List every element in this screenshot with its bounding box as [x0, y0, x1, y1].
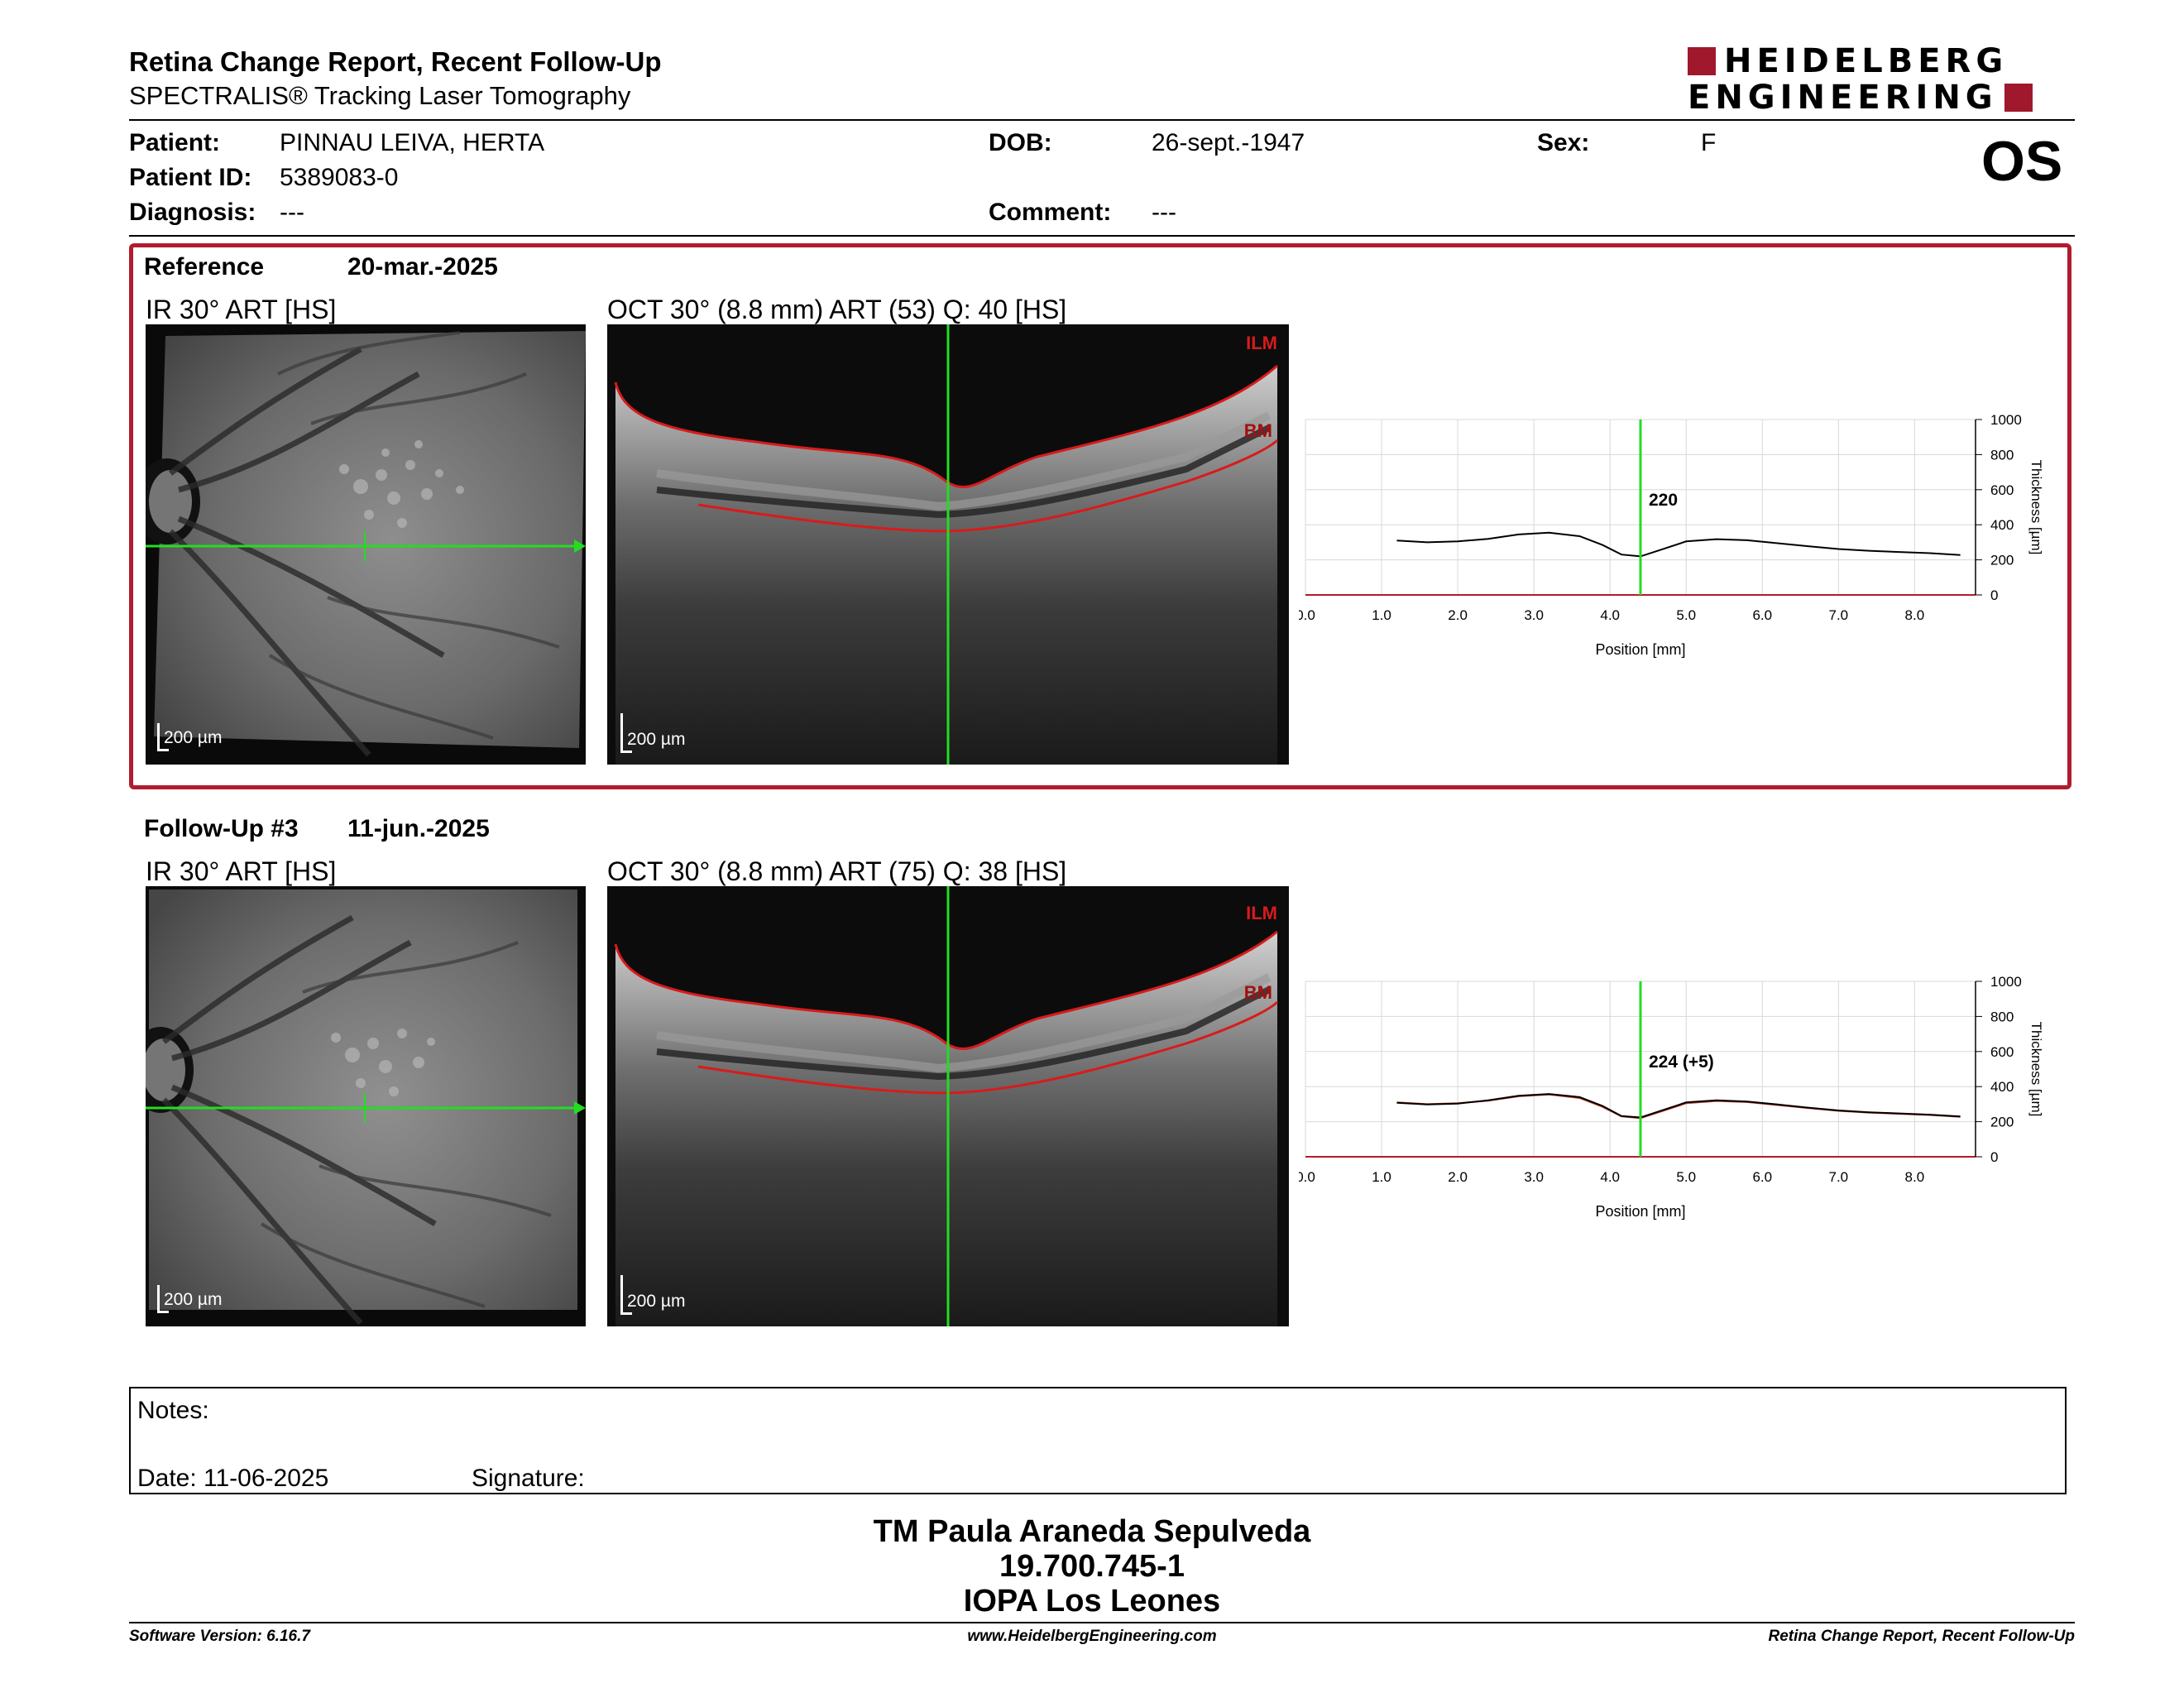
- followup-date: 11-jun.-2025: [347, 815, 490, 842]
- heidelberg-logo: HEIDELBERG ENGINEERING: [1688, 43, 2076, 116]
- followup-bscan-graphic: [614, 886, 1279, 1326]
- footer-divider: [129, 1622, 2075, 1623]
- reference-ilm-tag: ILM: [1246, 333, 1277, 353]
- diagnosis-value: ---: [280, 199, 304, 226]
- report-title: Retina Change Report, Recent Follow-Up: [129, 46, 662, 77]
- logo-text-line2: ENGINEERING: [1688, 79, 1998, 117]
- y-tick-label: 200: [1990, 1115, 2014, 1130]
- x-tick-label: 1.0: [1372, 607, 1391, 623]
- y-tick-label: 0: [1990, 1149, 1998, 1165]
- reference-thickness-chart: 0 200 400 600 800 1000 0.0 1.0 2.0 3.0 4.0 5.0 6.0 7.…: [1299, 412, 2044, 658]
- x-tick-label: 8.0: [1905, 1169, 1925, 1185]
- software-version: Software Version: 6.16.7: [129, 1628, 310, 1645]
- reference-bscan-graphic: [614, 324, 1279, 765]
- x-tick-label: 0.0: [1299, 607, 1315, 623]
- notes-date: Date: 11-06-2025: [137, 1465, 329, 1492]
- diagnosis-label: Diagnosis:: [129, 199, 256, 226]
- y-tick-label: 400: [1990, 1079, 2014, 1095]
- y-tick-label: 200: [1990, 553, 2014, 568]
- y-tick-label: 1000: [1990, 412, 2022, 428]
- reference-oct-image[interactable]: ILM BM 200 µm: [607, 324, 1289, 765]
- notes-signature: Signature:: [472, 1465, 585, 1492]
- x-tick-label: 5.0: [1676, 607, 1696, 623]
- followup-oct-image[interactable]: ILM BM 200 µm: [607, 886, 1289, 1326]
- sex-label: Sex:: [1537, 129, 1590, 156]
- reference-ir-label: IR 30° ART [HS]: [146, 295, 337, 324]
- y-tick-label: 600: [1990, 482, 2014, 498]
- logo-square2-icon: [2004, 84, 2033, 112]
- series-line-0: [1396, 1093, 1961, 1119]
- signer-name: TM Paula Araneda Sepulveda: [873, 1514, 1311, 1549]
- reference-ir-image[interactable]: 200 µm: [146, 324, 586, 765]
- marker-value-label: 220: [1649, 491, 1678, 510]
- x-tick-label: 2.0: [1448, 1169, 1468, 1185]
- y-tick-label: 400: [1990, 517, 2014, 533]
- y-tick-label: 800: [1990, 1009, 2014, 1024]
- header-divider: [129, 119, 2075, 121]
- x-tick-label: 6.0: [1752, 1169, 1772, 1185]
- x-tick-label: 4.0: [1600, 607, 1620, 623]
- x-tick-label: 2.0: [1448, 607, 1468, 623]
- followup-ir-image[interactable]: 200 µm: [146, 886, 586, 1326]
- followup-ir-label: IR 30° ART [HS]: [146, 856, 337, 886]
- report-subtitle: SPECTRALIS® Tracking Laser Tomography: [129, 81, 631, 110]
- x-tick-label: 0.0: [1299, 1169, 1315, 1185]
- footer-report-name: Retina Change Report, Recent Follow-Up: [1768, 1628, 2075, 1645]
- comment-label: Comment:: [989, 199, 1112, 226]
- followup-bm-tag: BM: [1243, 982, 1272, 1003]
- notes-label: Notes:: [137, 1397, 209, 1424]
- logo-text-line1: HEIDELBERG: [1724, 42, 2009, 80]
- patient-label: Patient:: [129, 129, 221, 156]
- followup-label: Follow-Up #3: [144, 815, 299, 842]
- x-tick-label: 5.0: [1676, 1169, 1696, 1185]
- signer-id: 19.700.745-1: [999, 1549, 1185, 1584]
- y-tick-label: 600: [1990, 1044, 2014, 1060]
- patient-id-label: Patient ID:: [129, 164, 252, 191]
- sex-value: F: [1701, 129, 1717, 156]
- y-tick-label: 0: [1990, 587, 1998, 603]
- reference-bm-tag: BM: [1243, 420, 1272, 441]
- eye-indicator: OS: [1981, 130, 2063, 193]
- reference-fundus-graphic: [146, 331, 586, 757]
- x-axis-label: Position [mm]: [1595, 1203, 1685, 1220]
- followup-ilm-tag: ILM: [1246, 903, 1277, 923]
- y-tick-label: 1000: [1990, 974, 2022, 990]
- reference-oct-label: OCT 30° (8.8 mm) ART (53) Q: 40 [HS]: [607, 295, 1067, 324]
- y-tick-label: 800: [1990, 447, 2014, 463]
- y-axis-label: Thickness [µm]: [2028, 460, 2044, 555]
- x-tick-label: 1.0: [1372, 1169, 1391, 1185]
- patient-name: PINNAU LEIVA, HERTA: [280, 129, 545, 156]
- reference-label: Reference: [144, 253, 265, 281]
- x-tick-label: 6.0: [1752, 607, 1772, 623]
- marker-value-label: 224 (+5): [1649, 1053, 1714, 1072]
- patient-id: 5389083-0: [280, 164, 399, 191]
- x-tick-label: 3.0: [1524, 1169, 1544, 1185]
- signer-institution: IOPA Los Leones: [963, 1584, 1221, 1618]
- notes-box[interactable]: Notes: Date: 11-06-2025 Signature:: [129, 1387, 2067, 1494]
- series-line-0: [1396, 531, 1961, 558]
- dob-value: 26-sept.-1947: [1152, 129, 1305, 156]
- logo-square-icon: [1688, 47, 1716, 75]
- x-tick-label: 7.0: [1828, 607, 1848, 623]
- x-tick-label: 7.0: [1828, 1169, 1848, 1185]
- followup-thickness-chart: 0 200 400 600 800 1000 0.0 1.0 2.0 3.0 4.0 5.0 6.0 7.…: [1299, 974, 2044, 1220]
- patient-divider: [129, 235, 2075, 237]
- x-axis-label: Position [mm]: [1595, 641, 1685, 658]
- y-axis-label: Thickness [µm]: [2028, 1022, 2044, 1117]
- series-line-1: [1396, 1093, 1961, 1120]
- followup-oct-label: OCT 30° (8.8 mm) ART (75) Q: 38 [HS]: [607, 856, 1067, 886]
- reference-date: 20-mar.-2025: [347, 253, 498, 281]
- followup-fundus-graphic: [146, 890, 586, 1326]
- website-link[interactable]: www.HeidelbergEngineering.com: [967, 1628, 1217, 1645]
- x-tick-label: 3.0: [1524, 607, 1544, 623]
- x-tick-label: 4.0: [1600, 1169, 1620, 1185]
- dob-label: DOB:: [989, 129, 1052, 156]
- reference-section: [129, 243, 2071, 789]
- comment-value: ---: [1152, 199, 1176, 226]
- x-tick-label: 8.0: [1905, 607, 1925, 623]
